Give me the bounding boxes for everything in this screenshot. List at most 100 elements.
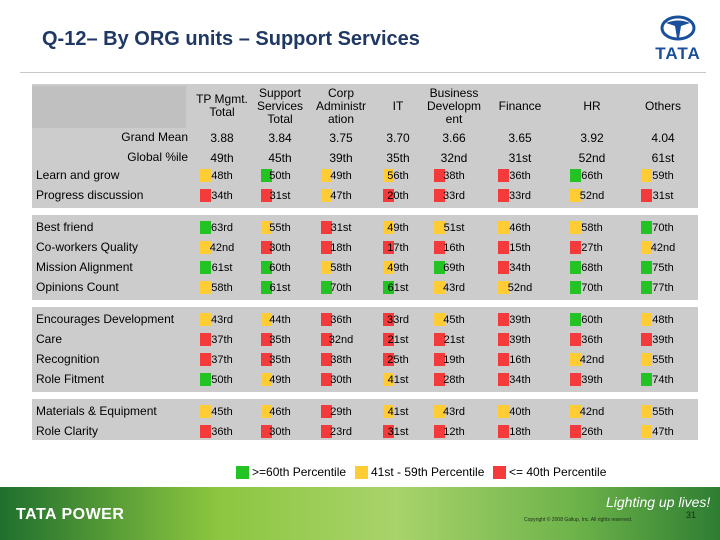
table-cell: 70th bbox=[562, 278, 622, 297]
percentile-color-swatch bbox=[261, 353, 272, 366]
cell-value: 12th bbox=[443, 425, 465, 438]
percentile-color-swatch bbox=[434, 405, 445, 418]
table-cell: 61st bbox=[633, 148, 693, 167]
summary-row: Grand Mean 3.88 3.84 3.75 3.70 3.66 3.65 3.92 4.… bbox=[32, 128, 698, 147]
cell-value: 41st bbox=[387, 373, 409, 386]
cell-value: 34th bbox=[211, 189, 233, 202]
column-header: HR bbox=[583, 98, 601, 113]
cell-value: 16th bbox=[443, 241, 465, 254]
cell-value: 21st bbox=[443, 333, 465, 346]
table-cell: 61st bbox=[253, 278, 307, 297]
cell-value: 37th bbox=[211, 333, 233, 346]
cell-value: 38th bbox=[443, 169, 465, 182]
row-label: Recognition bbox=[36, 352, 100, 366]
cell-value: 33rd bbox=[508, 189, 532, 202]
percentile-color-swatch bbox=[498, 169, 509, 182]
header-label-block bbox=[32, 86, 186, 128]
percentile-color-swatch bbox=[498, 241, 509, 254]
cell-value: 44th bbox=[269, 313, 291, 326]
table-cell: 45th bbox=[253, 148, 307, 167]
table-cell: 49th bbox=[375, 218, 421, 237]
table-cell: 77th bbox=[633, 278, 693, 297]
table-cell: 49th bbox=[375, 258, 421, 277]
cell-value: 43rd bbox=[442, 405, 466, 418]
percentile-color-swatch bbox=[261, 221, 272, 234]
table-cell: 70th bbox=[313, 278, 369, 297]
cell-value: 32nd bbox=[328, 333, 354, 346]
table-cell: 46th bbox=[490, 218, 550, 237]
cell-value: 47th bbox=[652, 425, 674, 438]
row-label: Care bbox=[36, 332, 63, 346]
cell-value: 60th bbox=[581, 313, 603, 326]
footer-band: TATA POWER Lighting up lives! Copyright … bbox=[0, 487, 720, 540]
percentile-color-swatch bbox=[200, 189, 211, 202]
percentile-color-swatch bbox=[434, 425, 445, 438]
percentile-color-swatch bbox=[200, 373, 211, 386]
cell-value: 41st bbox=[387, 405, 409, 418]
percentile-color-swatch bbox=[498, 373, 509, 386]
percentile-color-swatch bbox=[641, 261, 652, 274]
table-cell: 50th bbox=[253, 166, 307, 185]
cell-value: 29th bbox=[330, 405, 352, 418]
percentile-color-swatch bbox=[570, 425, 581, 438]
cell-value: 61st bbox=[651, 150, 675, 165]
percentile-color-swatch bbox=[570, 353, 581, 366]
summary-row: Global %ile 49th 45th 39th 35th 32nd 31st 52nd 6… bbox=[32, 148, 698, 167]
percentile-color-swatch bbox=[383, 189, 394, 202]
cell-value: 42nd bbox=[579, 405, 605, 418]
row-label: Role Fitment bbox=[36, 372, 105, 386]
footer-tagline: Lighting up lives! bbox=[606, 494, 711, 510]
table-cell: 41st bbox=[375, 370, 421, 389]
table-cell: 47th bbox=[313, 186, 369, 205]
table-row: Mission Alignment 61st 60th 58th 49th 69th 34t… bbox=[32, 258, 698, 277]
cell-value: 28th bbox=[443, 373, 465, 386]
cell-value: 46th bbox=[269, 405, 291, 418]
table-cell: 50th bbox=[192, 370, 252, 389]
percentile-color-swatch bbox=[641, 373, 652, 386]
cell-value: 15th bbox=[509, 241, 531, 254]
cell-value: 70th bbox=[330, 281, 352, 294]
cell-value: 70th bbox=[652, 221, 674, 234]
percentile-color-swatch bbox=[641, 353, 652, 366]
table-cell: 66th bbox=[562, 166, 622, 185]
percentile-color-swatch bbox=[321, 281, 332, 294]
title-divider bbox=[20, 72, 706, 73]
table-cell: 49th bbox=[253, 370, 307, 389]
table-cell: 12th bbox=[426, 422, 482, 441]
percentile-color-swatch bbox=[641, 313, 652, 326]
percentile-color-swatch bbox=[641, 425, 652, 438]
table-cell: 55th bbox=[633, 402, 693, 421]
cell-value: 18th bbox=[330, 241, 352, 254]
table-cell: 33rd bbox=[490, 186, 550, 205]
percentile-color-swatch bbox=[641, 405, 652, 418]
percentile-color-swatch bbox=[498, 405, 509, 418]
percentile-color-swatch bbox=[383, 425, 394, 438]
cell-value: 75th bbox=[652, 261, 674, 274]
table-cell: 58th bbox=[313, 258, 369, 277]
table-cell: 75th bbox=[633, 258, 693, 277]
cell-value: 74th bbox=[652, 373, 674, 386]
table-cell: 60th bbox=[253, 258, 307, 277]
percentile-color-swatch bbox=[200, 281, 211, 294]
cell-value: 58th bbox=[211, 281, 233, 294]
table-cell: 55th bbox=[253, 218, 307, 237]
cell-value: 33rd bbox=[442, 189, 466, 202]
cell-value: 38th bbox=[330, 353, 352, 366]
percentile-color-swatch bbox=[261, 405, 272, 418]
cell-value: 52nd bbox=[579, 189, 605, 202]
cell-value: 55th bbox=[652, 353, 674, 366]
cell-value: 3.75 bbox=[329, 130, 353, 145]
cell-value: 3.66 bbox=[442, 130, 466, 145]
cell-value: 31st bbox=[269, 189, 291, 202]
table-cell: 43rd bbox=[192, 310, 252, 329]
table-cell: 36th bbox=[490, 166, 550, 185]
table-cell: 39th bbox=[490, 310, 550, 329]
table-cell: 30th bbox=[253, 422, 307, 441]
percentile-color-swatch bbox=[434, 281, 445, 294]
percentile-color-swatch bbox=[498, 425, 509, 438]
table-row: Learn and grow 48th 50th 49th 56th 38th 36th 66… bbox=[32, 166, 698, 185]
cell-value: 55th bbox=[652, 405, 674, 418]
percentile-color-swatch bbox=[383, 373, 394, 386]
percentile-color-swatch bbox=[434, 373, 445, 386]
table-cell: 42nd bbox=[192, 238, 252, 257]
